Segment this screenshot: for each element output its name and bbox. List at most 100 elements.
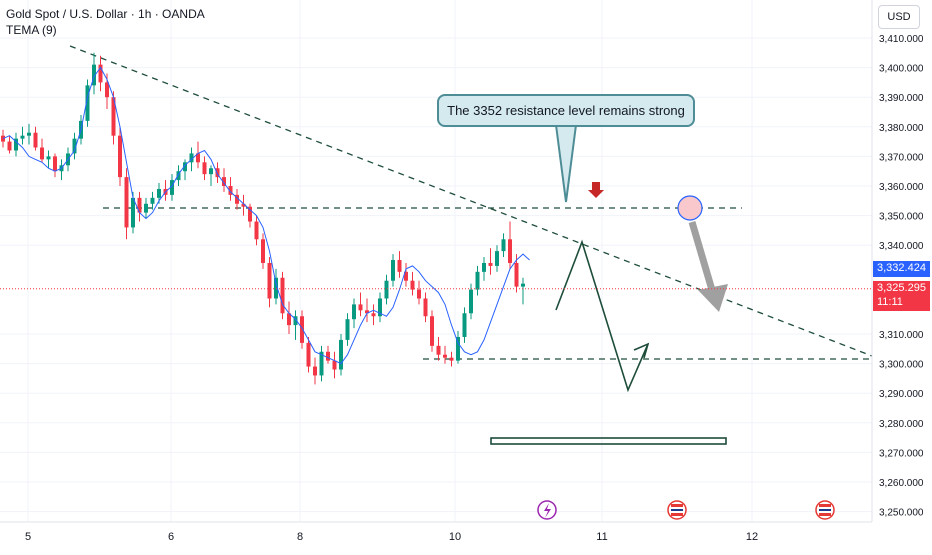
- candle-body: [508, 239, 512, 263]
- indicator-legend[interactable]: TEMA (9): [6, 23, 57, 37]
- candle-body: [157, 188, 161, 198]
- candle-body: [319, 351, 324, 376]
- candle-body: [456, 336, 460, 361]
- candle-body: [124, 177, 129, 228]
- candle-body: [274, 277, 278, 299]
- target-zone-box: [490, 437, 727, 445]
- candle-body: [436, 345, 441, 355]
- candle-body: [495, 251, 499, 266]
- price-axis-label: 3,300.000: [879, 360, 924, 371]
- time-axis-label: 5: [25, 531, 31, 543]
- price-axis-label: 3,250.000: [879, 508, 924, 519]
- countdown-timer: 11:11: [877, 296, 903, 308]
- symbol-title[interactable]: Gold Spot / U.S. Dollar · 1h · OANDA: [6, 7, 205, 21]
- candle-body: [475, 271, 480, 290]
- candle-body: [391, 260, 395, 281]
- candle-body: [417, 289, 421, 299]
- last-price-badge: 3,325.295 11:11: [873, 281, 930, 311]
- flag-stripe: [671, 513, 683, 516]
- price-axis: 3,410.000 3,400.000 3,390.000 3,380.000 3,37…: [871, 0, 924, 522]
- price-axis-label: 3,370.000: [879, 152, 924, 163]
- candle-body: [378, 298, 382, 317]
- candle-body: [384, 280, 389, 299]
- candle-body: [423, 298, 428, 317]
- candle-body: [53, 156, 57, 172]
- candle-body: [40, 147, 44, 160]
- candle-body: [111, 97, 116, 136]
- price-axis-label: 3,340.000: [879, 241, 924, 252]
- projected-path: [555, 239, 649, 393]
- candle-body: [293, 316, 298, 326]
- flag-stripe: [819, 513, 831, 516]
- annotation-callout[interactable]: The 3352 resistance level remains strong: [437, 94, 695, 127]
- candle-body: [254, 221, 259, 240]
- price-axis-label: 3,280.000: [879, 419, 924, 430]
- candle-body: [131, 197, 135, 228]
- event-markers: [537, 500, 835, 520]
- candle-body: [118, 135, 122, 178]
- candle-body: [397, 260, 402, 272]
- down-arrow-icon: [588, 182, 604, 198]
- callout-pointer: [554, 124, 578, 203]
- price-axis-label: 3,270.000: [879, 448, 924, 459]
- candles: [1, 52, 525, 385]
- price-axis-label: 3,400.000: [879, 64, 924, 75]
- candle-body: [241, 203, 246, 207]
- candle-body: [137, 197, 142, 213]
- time-axis: 5 6 8 10 11 12: [0, 521, 872, 543]
- candle-body: [183, 162, 187, 172]
- price-axis-label: 3,360.000: [879, 182, 924, 193]
- time-axis-label: 11: [596, 531, 607, 543]
- chart-header: Gold Spot / U.S. Dollar · 1h · OANDA TEM…: [6, 6, 205, 38]
- time-axis-label: 6: [168, 531, 174, 543]
- price-axis-label: 3,310.000: [879, 330, 924, 341]
- candle-body: [176, 171, 181, 181]
- candle-body: [358, 304, 363, 311]
- price-axis-label: 3,390.000: [879, 93, 924, 104]
- candle-body: [488, 262, 493, 266]
- price-axis-label: 3,380.000: [879, 123, 924, 134]
- projected-path-arrowhead: [633, 342, 650, 359]
- candle-body: [345, 319, 350, 340]
- flag-stripe: [819, 509, 831, 511]
- candle-body: [514, 262, 519, 287]
- candle-body: [300, 316, 304, 343]
- candle-body: [202, 162, 207, 175]
- annotation-text: The 3352 resistance level remains strong: [447, 103, 685, 118]
- time-axis-label: 12: [746, 531, 758, 543]
- candle-body: [27, 132, 31, 136]
- candle-body: [189, 153, 194, 163]
- candle-body: [7, 141, 12, 151]
- candle-body: [352, 304, 356, 320]
- candle-body: [98, 64, 103, 83]
- last-price-value: 3,325.295: [877, 282, 926, 294]
- candle-body: [222, 177, 226, 186]
- price-axis-label: 3,290.000: [879, 389, 924, 400]
- candle-body: [410, 280, 415, 290]
- candle-body: [332, 360, 337, 370]
- price-axis-label: 3,260.000: [879, 478, 924, 489]
- candle-body: [365, 310, 369, 314]
- candle-body: [287, 313, 291, 326]
- candle-body: [215, 168, 220, 178]
- candle-body: [501, 239, 506, 252]
- flag-stripe: [819, 504, 831, 507]
- forecast-arrow-head: [698, 284, 728, 312]
- currency-button[interactable]: USD: [878, 5, 920, 29]
- flag-stripe: [671, 504, 683, 507]
- candle-body: [20, 135, 25, 139]
- candle-body: [267, 262, 272, 299]
- lightning-icon: [544, 503, 551, 518]
- candle-body: [14, 138, 18, 151]
- forecast-arrow-shaft: [688, 221, 716, 291]
- candle-body: [521, 283, 525, 287]
- time-axis-label: 10: [449, 531, 461, 543]
- candle-body: [209, 168, 213, 175]
- candle-body: [261, 239, 265, 263]
- candle-body: [462, 313, 467, 337]
- grid: [0, 0, 872, 522]
- candle-body: [235, 194, 239, 204]
- candle-body: [443, 354, 447, 358]
- time-axis-label: 8: [297, 531, 303, 543]
